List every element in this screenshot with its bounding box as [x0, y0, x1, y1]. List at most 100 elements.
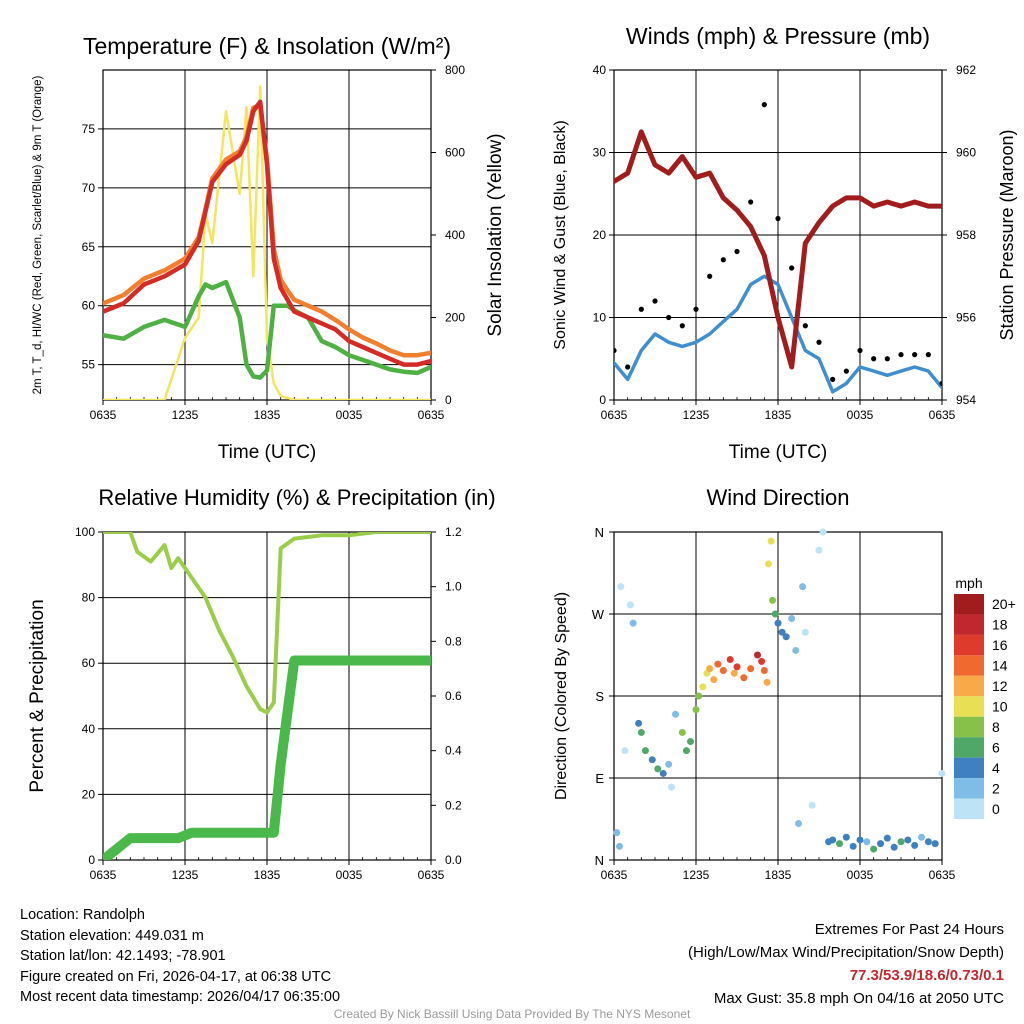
- wind-gust-point: [625, 364, 631, 370]
- dir-point: [617, 583, 625, 591]
- rh-ytick-left-label: 100: [75, 525, 95, 539]
- dir-point: [883, 834, 891, 842]
- wind-gust-point: [912, 352, 918, 358]
- wind-panel: 0635 1235 1835 0035 063501020304095495695896…: [552, 23, 1017, 463]
- wind-gust-point: [775, 215, 781, 222]
- colorbar-label: 14: [992, 658, 1008, 674]
- wind-gust-point: [693, 306, 699, 312]
- dir-point: [931, 840, 939, 848]
- wind-xtick-label: 1835: [765, 408, 792, 422]
- dir-point: [760, 666, 768, 674]
- dir-point: [641, 747, 649, 755]
- temp-series-2m-temperature: [103, 99, 431, 367]
- dir-point: [613, 829, 621, 837]
- temp-xtick-label: 1835: [254, 408, 281, 422]
- dir-ytick-label: N: [595, 853, 604, 868]
- temp-plot-area: [103, 85, 431, 400]
- dir-point: [836, 840, 843, 848]
- dir-point: [699, 683, 707, 691]
- dir-point: [788, 615, 796, 623]
- temp-ytick-right-label: 400: [445, 228, 465, 242]
- rh-xtick-label: 0635: [90, 868, 117, 882]
- dir-point: [710, 676, 718, 684]
- temperature-panel: 0635 1235 1835 0035 0635 55 60 65 70 75 0 200 400 600…: [32, 33, 506, 463]
- wind-ylabel-left: Sonic Wind & Gust (Blue, Black): [552, 120, 569, 349]
- wind-gust-point: [748, 199, 754, 205]
- wind-ylabel-right: Station Pressure (Maroon): [997, 129, 1017, 340]
- max-gust: Max Gust: 35.8 mph On 04/16 at 2050 UTC: [713, 990, 1004, 1007]
- wind-xtick-label: 0635: [601, 408, 628, 422]
- colorbar-label: 0: [992, 801, 1000, 817]
- rh-plot-area: [103, 532, 431, 860]
- dir-point: [897, 838, 905, 846]
- recent-timestamp: Most recent data timestamp: 2026/04/17 0…: [20, 989, 341, 1005]
- rh-ylabel-left: Percent & Precipitation: [27, 599, 48, 792]
- dir-point: [877, 840, 884, 848]
- wind-ytick-left-label: 30: [593, 146, 607, 160]
- wind-plot-area: [614, 102, 942, 394]
- dir-point: [763, 678, 771, 686]
- dir-ytick-label: S: [595, 689, 604, 704]
- temp-ytick-left-label: 75: [82, 122, 96, 136]
- dir-point: [733, 663, 741, 671]
- wind-gust-point: [761, 102, 767, 108]
- colorbar-label: 6: [992, 739, 1000, 755]
- wind-ytick-right-label: 962: [956, 63, 976, 77]
- dir-point: [808, 801, 816, 809]
- rh-ytick-left-label: 20: [82, 787, 96, 801]
- dir-point: [769, 596, 777, 604]
- dir-point: [695, 692, 703, 700]
- dir-ytick-label: E: [595, 771, 604, 786]
- rh-title: Relative Humidity (%) & Precipitation (i…: [98, 485, 495, 510]
- rh-ytick-right-label: 1.0: [445, 580, 462, 594]
- extremes-title: Extremes For Past 24 Hours: [814, 921, 1004, 938]
- wind-gust-point: [734, 248, 740, 255]
- wind-gust-point: [614, 347, 617, 354]
- rh-xtick-label: 1835: [254, 868, 281, 882]
- temp-ytick-right-label: 0: [445, 393, 452, 407]
- station-elevation: Station elevation: 449.031 m: [20, 927, 204, 944]
- dir-point: [792, 646, 800, 654]
- dir-point: [672, 710, 679, 718]
- temp-series-dewpoint: [103, 279, 431, 380]
- colorbar-swatch: [954, 634, 984, 656]
- dir-point: [815, 546, 823, 554]
- wind-xtick-label: 1235: [683, 408, 710, 422]
- temp-title: Temperature (F) & Insolation (W/m²): [83, 33, 451, 59]
- station-latlon: Station lat/lon: 42.1493; -78.901: [20, 948, 226, 964]
- rh-series-precipitation: [103, 655, 431, 860]
- temp-xtick-label: 0635: [418, 408, 445, 422]
- wind-ytick-left-label: 20: [593, 228, 607, 242]
- wind-gust-point: [816, 339, 822, 345]
- colorbar-swatch: [954, 737, 984, 758]
- colorbar-label: 8: [992, 719, 1000, 735]
- wind-gust-point: [679, 323, 685, 329]
- temp-ytick-left-label: 55: [82, 358, 96, 372]
- colorbar-swatch: [954, 757, 984, 779]
- dir-point: [758, 657, 766, 665]
- rh-ytick-left-label: 80: [82, 591, 96, 605]
- dir-point: [799, 583, 807, 591]
- dir-point: [890, 843, 898, 851]
- wind-xtick-label: 0635: [929, 408, 956, 422]
- dir-point: [719, 666, 727, 674]
- dir-xtick-label: 1835: [765, 868, 792, 882]
- wind-gust-point: [939, 380, 942, 387]
- wind-gust-point: [652, 298, 658, 304]
- colorbar-swatch: [954, 716, 984, 738]
- dir-title: Wind Direction: [706, 485, 849, 510]
- dir-xtick-label: 0035: [847, 868, 874, 882]
- rh-ytick-left-label: 60: [82, 656, 96, 670]
- dir-point: [665, 760, 673, 768]
- wind-title: Winds (mph) & Pressure (mb): [626, 23, 930, 49]
- colorbar-swatch: [954, 778, 984, 799]
- temp-ytick-left-label: 70: [82, 181, 96, 195]
- dir-ylabel-left: Direction (Colored By Speed): [553, 592, 570, 800]
- wind-ytick-right-label: 954: [956, 393, 976, 407]
- wind-gust-point: [884, 356, 890, 362]
- temp-xtick-label: 0635: [90, 408, 117, 422]
- dir-point: [764, 560, 772, 568]
- dir-point: [692, 706, 700, 714]
- dir-point: [678, 728, 686, 736]
